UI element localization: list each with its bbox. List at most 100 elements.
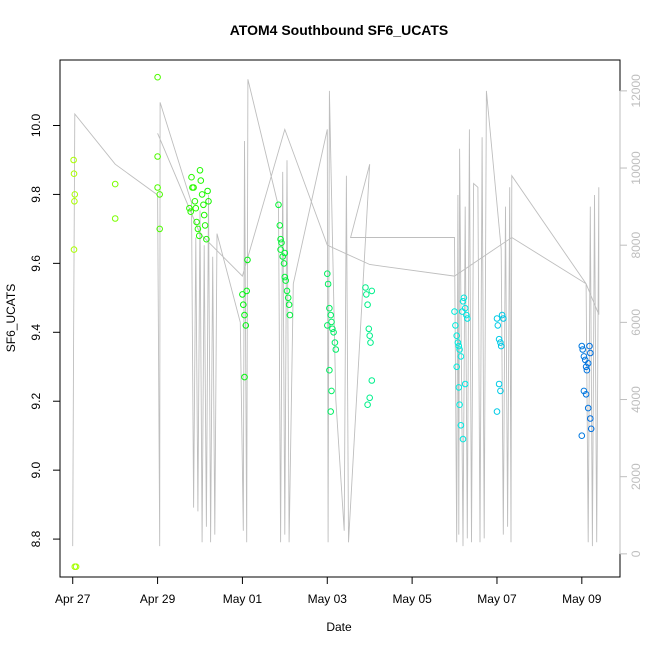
- y2-tick-label: 4000: [629, 386, 643, 413]
- data-point: [459, 298, 467, 305]
- data-point: [279, 253, 287, 260]
- y-tick-label: 9.6: [29, 255, 43, 272]
- x-tick-label: May 09: [562, 592, 602, 606]
- data-point: [457, 353, 465, 360]
- data-point: [241, 373, 248, 381]
- x-tick-label: May 01: [223, 592, 263, 606]
- y2-tick-label: 8000: [629, 232, 643, 259]
- x-tick-label: Apr 27: [55, 592, 91, 606]
- data-point: [497, 387, 504, 395]
- data-point: [284, 294, 292, 302]
- data-point: [283, 287, 291, 295]
- data-point: [282, 277, 290, 284]
- data-point: [281, 273, 289, 281]
- data-point: [366, 332, 374, 340]
- data-point: [200, 211, 208, 219]
- data-point: [463, 311, 470, 319]
- x-tick-label: Apr 29: [140, 592, 176, 606]
- data-point: [497, 342, 505, 350]
- data-point: [457, 422, 465, 429]
- data-point: [275, 201, 282, 209]
- data-point: [200, 201, 207, 209]
- data-point: [327, 311, 335, 319]
- data-point: [578, 342, 586, 350]
- data-point: [277, 235, 284, 243]
- y2-tick-label: 0: [629, 550, 643, 557]
- y-axis-left: 8.8 9.0 9.2 9.4 9.6 9.8 10.0: [29, 113, 61, 547]
- data-point: [453, 363, 461, 371]
- data-point: [277, 246, 284, 253]
- data-point: [579, 346, 587, 353]
- data-point: [368, 287, 376, 295]
- data-point: [500, 315, 507, 322]
- data-point: [239, 291, 246, 298]
- data-point: [587, 425, 595, 433]
- data-point: [201, 222, 209, 229]
- y-tick-label: 8.8: [29, 530, 43, 547]
- data-point: [70, 170, 78, 177]
- data-point: [111, 180, 119, 188]
- data-point: [195, 232, 203, 240]
- data-point: [459, 435, 467, 443]
- data-point: [456, 346, 463, 353]
- data-point: [156, 225, 163, 233]
- plot-frame: [59, 59, 621, 578]
- data-point: [324, 270, 331, 278]
- data-point: [154, 153, 161, 160]
- data-point: [495, 380, 503, 388]
- data-point: [326, 366, 333, 374]
- altitude-line: [72, 79, 600, 547]
- data-point: [461, 304, 469, 312]
- data-point: [363, 291, 370, 298]
- data-point: [328, 318, 335, 326]
- x-tick-label: May 07: [477, 592, 517, 606]
- data-point: [276, 222, 284, 229]
- data-point: [365, 325, 373, 333]
- y-tick-label: 9.4: [29, 324, 43, 341]
- data-point: [578, 432, 586, 440]
- y-tick-label: 9.0: [29, 461, 43, 478]
- data-point: [587, 349, 594, 357]
- data-point: [324, 322, 331, 329]
- data-point: [244, 256, 251, 264]
- x-axis-label: Date: [326, 620, 352, 634]
- data-point: [497, 339, 504, 346]
- data-point: [203, 235, 210, 243]
- data-point: [586, 342, 593, 350]
- data-point: [327, 408, 335, 415]
- data-point: [366, 394, 374, 402]
- data-point: [243, 287, 250, 295]
- data-point: [71, 191, 79, 198]
- data-point: [580, 353, 588, 360]
- x-axis: Apr 27 Apr 29 May 01 May 03 May 05 May 07 May …: [55, 576, 602, 606]
- data-point: [242, 322, 250, 329]
- data-point: [192, 204, 200, 212]
- data-point: [451, 308, 458, 315]
- data-point: [187, 208, 194, 215]
- y2-tick-label: 10000: [629, 151, 643, 185]
- data-point: [364, 301, 371, 309]
- data-point: [70, 156, 77, 164]
- data-point: [495, 335, 503, 343]
- x-tick-label: May 03: [308, 592, 348, 606]
- data-point: [156, 191, 163, 198]
- data-point: [455, 342, 463, 350]
- chart-title: ATOM4 Southbound SF6_UCATS: [230, 22, 449, 38]
- y-tick-label: 9.2: [29, 393, 43, 410]
- y-tick-label: 10.0: [29, 113, 43, 137]
- data-point: [456, 401, 463, 409]
- data-point: [583, 366, 591, 374]
- data-point: [196, 167, 204, 174]
- data-point: [198, 191, 206, 198]
- y-tick-label: 9.8: [29, 186, 43, 203]
- data-point: [111, 215, 119, 222]
- data-point: [193, 218, 200, 226]
- y2-tick-label: 2000: [629, 463, 643, 490]
- data-point: [280, 260, 288, 267]
- data-point: [362, 284, 369, 291]
- data-point: [204, 187, 211, 195]
- data-point: [281, 249, 289, 257]
- data-point: [71, 198, 78, 205]
- data-point: [454, 339, 462, 346]
